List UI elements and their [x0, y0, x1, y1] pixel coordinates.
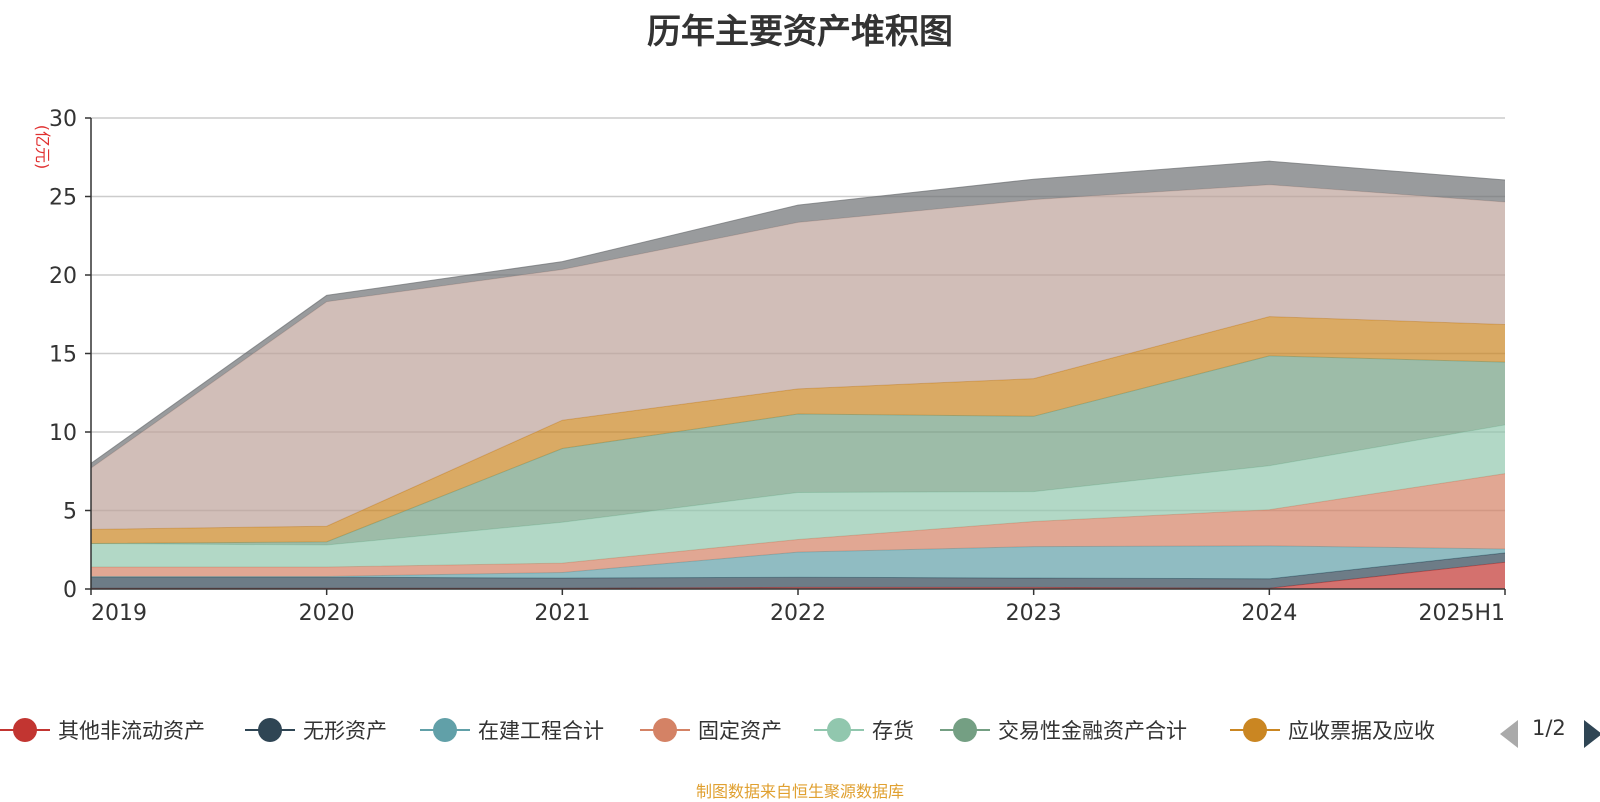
legend-item-2[interactable]: 在建工程合计: [420, 712, 604, 748]
legend-marker-icon: [940, 712, 990, 748]
area-series-4[interactable]: [91, 424, 1505, 568]
area-series-3[interactable]: [91, 473, 1505, 577]
x-tick-label: 2021: [534, 601, 590, 626]
legend-item-3[interactable]: 固定资产: [640, 712, 782, 748]
legend-next-page-icon[interactable]: [1584, 720, 1600, 748]
legend-label: 应收票据及应收: [1288, 719, 1435, 743]
legend: 其他非流动资产 无形资产 在建工程合计 固定资产 存货 交易性金融资产合计 应收票据及应收: [0, 712, 1600, 752]
y-tick-label: 10: [49, 421, 77, 446]
y-tick-label: 20: [49, 264, 77, 289]
legend-item-4[interactable]: 存货: [814, 712, 914, 748]
x-tick-label: 2019: [91, 601, 147, 626]
legend-page-indicator: 1/2: [1532, 716, 1566, 740]
x-tick-label: 2022: [770, 601, 826, 626]
legend-label: 交易性金融资产合计: [998, 719, 1187, 743]
legend-marker-icon: [814, 712, 864, 748]
x-tick-label: 2020: [299, 601, 355, 626]
legend-item-6[interactable]: 应收票据及应收: [1230, 712, 1435, 748]
x-tick-label: 2024: [1241, 601, 1297, 626]
x-tick-label: 2025H1: [1418, 601, 1505, 626]
legend-marker-icon: [640, 712, 690, 748]
legend-label: 固定资产: [698, 719, 782, 743]
x-tick-label: 2023: [1006, 601, 1062, 626]
axes: 0 5 10 15 20 25 30 2019 2020 2021 2022 2023 2024 2025…: [49, 107, 1506, 626]
y-tick-label: 30: [49, 107, 77, 132]
legend-item-1[interactable]: 无形资产: [245, 712, 387, 748]
legend-label: 在建工程合计: [478, 719, 604, 743]
y-axis-label: (亿元): [33, 125, 52, 170]
legend-label: 无形资产: [303, 719, 387, 743]
legend-pager: 1/2: [1500, 712, 1600, 748]
legend-item-0[interactable]: 其他非流动资产: [0, 712, 205, 748]
y-tick-label: 5: [63, 500, 77, 525]
area-series-0[interactable]: [91, 562, 1505, 589]
area-series-5[interactable]: [91, 355, 1505, 546]
y-tick-label: 15: [49, 343, 77, 368]
legend-item-5[interactable]: 交易性金融资产合计: [940, 712, 1187, 748]
y-tick-label: 0: [63, 578, 77, 603]
chart-title: 历年主要资产堆积图: [647, 12, 953, 52]
area-series-6[interactable]: [91, 316, 1505, 544]
legend-marker-icon: [1230, 712, 1280, 748]
area-series-group: [90, 160, 1506, 589]
legend-prev-page-icon[interactable]: [1500, 720, 1518, 748]
series-line-8: [90, 160, 1506, 464]
legend-label: 其他非流动资产: [58, 719, 205, 743]
legend-marker-icon: [420, 712, 470, 748]
legend-marker-icon: [0, 712, 50, 748]
area-series-1[interactable]: [91, 552, 1505, 589]
source-note: 制图数据来自恒生聚源数据库: [695, 782, 904, 801]
area-series-7[interactable]: [91, 184, 1505, 530]
stacked-area-chart: 0 5 10 15 20 25 30 2019 2020 2021 2022 2023 2024 2025…: [33, 107, 1506, 626]
y-tick-label: 25: [49, 186, 77, 211]
area-series-2[interactable]: [91, 545, 1505, 579]
legend-marker-icon: [245, 712, 295, 748]
legend-label: 存货: [872, 719, 914, 743]
